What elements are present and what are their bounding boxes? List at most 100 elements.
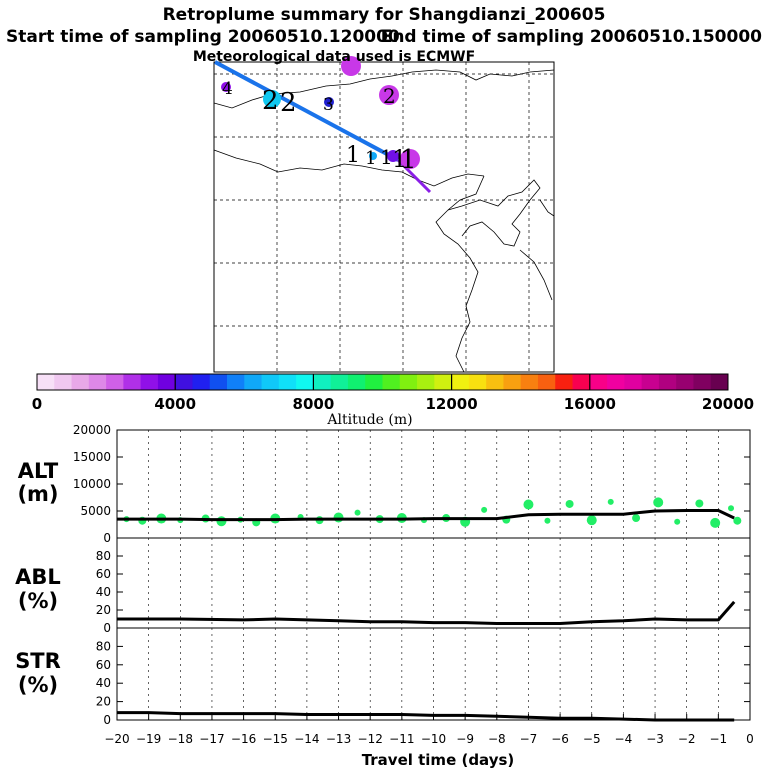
cluster-label: 1 (346, 143, 360, 168)
cluster-label: 1 (380, 145, 393, 169)
colorbar-swatch (572, 374, 591, 390)
colorbar-swatch (641, 374, 660, 390)
colorbar-swatch (451, 374, 470, 390)
colorbar-swatch (296, 374, 314, 390)
met-note: Meteorological data used is ECMWF (193, 49, 475, 65)
colorbar-swatch (313, 374, 332, 390)
y-tick-label: 10000 (73, 477, 111, 491)
colorbar-swatch (468, 374, 487, 390)
x-tick-label: −9 (456, 732, 474, 746)
cluster-label: 2 (383, 84, 396, 108)
colorbar-swatch (140, 374, 159, 390)
colorbar-swatch (589, 374, 608, 390)
cluster-circle (324, 97, 334, 107)
colorbar-swatch (88, 374, 107, 390)
colorbar-swatch (106, 374, 124, 390)
colorbar-swatch (175, 374, 193, 390)
cluster-label: 3 (323, 95, 334, 115)
cluster-label: 2 (280, 88, 297, 118)
cluster-point (733, 516, 742, 525)
x-tick-label: −17 (199, 732, 224, 746)
y-tick-label: 0 (103, 713, 111, 727)
map-panel: 4 2 2 3 2 1 1 1 1 1 Meteorological data … (193, 49, 555, 373)
cluster-point (586, 515, 597, 526)
y-tick-label: 80 (96, 549, 111, 563)
map-frame (213, 61, 555, 373)
colorbar-swatch (417, 374, 435, 390)
colorbar-swatch (555, 374, 573, 390)
cluster-label: 1 (365, 148, 376, 169)
x-tick-label: −6 (551, 732, 569, 746)
y-tick-label: 40 (96, 676, 111, 690)
y-tick-label: 0 (103, 531, 111, 545)
str-label-top: STR (15, 649, 61, 673)
sampling-start: Start time of sampling 20060510.120000 (6, 27, 400, 47)
figure-title: Retroplume summary for Shangdianzi_20060… (163, 5, 606, 25)
x-tick-label: −4 (615, 732, 633, 746)
x-tick-label: −2 (678, 732, 696, 746)
colorbar-swatch (209, 374, 228, 390)
colorbar-swatch (37, 374, 55, 390)
x-tick-label: −8 (488, 732, 506, 746)
cluster-point (544, 517, 551, 524)
colorbar-tick-label: 16000 (564, 395, 616, 413)
x-tick-label: −12 (358, 732, 383, 746)
cluster-label: 1 (400, 145, 417, 175)
str-label-bottom: (%) (18, 673, 58, 697)
colorbar-swatch (658, 374, 677, 390)
map-gridlines (214, 62, 554, 372)
x-tick-label: −13 (326, 732, 351, 746)
colorbar-swatch (261, 374, 280, 390)
colorbar-swatch (365, 374, 383, 390)
alt-label-top: ALT (18, 459, 59, 483)
x-tick-label: 0 (746, 732, 754, 746)
colorbar-swatch (278, 374, 297, 390)
colorbar-swatch (192, 374, 211, 390)
y-tick-label: 15000 (73, 450, 111, 464)
colorbar-swatch (244, 374, 262, 390)
cluster-point (216, 516, 227, 527)
cluster-point (607, 498, 614, 505)
series-line (117, 509, 735, 522)
colorbar-swatch (624, 374, 643, 390)
y-tick-label: 0 (103, 621, 111, 635)
colorbar-swatch (520, 374, 539, 390)
abl-label-top: ABL (15, 565, 61, 589)
colorbar-tick-label: 0 (32, 395, 42, 413)
colorbar-swatch (347, 374, 366, 390)
y-tick-label: 20000 (73, 423, 111, 437)
abl-label-bottom: (%) (18, 589, 58, 613)
cluster-circle (263, 90, 281, 108)
colorbar-swatch (382, 374, 401, 390)
cluster-point (481, 506, 488, 513)
x-tick-label: −7 (520, 732, 538, 746)
abl-panel: 0 20 40 60 80 (96, 537, 751, 635)
cluster-circle (369, 152, 377, 160)
cluster-point (728, 505, 735, 512)
cluster-point (354, 509, 361, 516)
colorbar-swatch (676, 374, 694, 390)
y-tick-label: 20 (96, 603, 111, 617)
y-tick-label: 60 (96, 567, 111, 581)
x-tick-label: −10 (421, 732, 446, 746)
altitude-colorbar: 0 4000 8000 12000 16000 20000 (32, 373, 754, 413)
colorbar-swatch (693, 374, 712, 390)
colorbar-swatch (71, 374, 90, 390)
colorbar-tick-label: 4000 (154, 395, 196, 413)
colorbar-swatch (503, 374, 522, 390)
x-tick-label: −5 (583, 732, 601, 746)
cluster-point (674, 518, 681, 525)
y-tick-label: 60 (96, 658, 111, 672)
y-tick-label: 80 (96, 639, 111, 653)
cluster-circle (379, 85, 399, 105)
sampling-end: End time of sampling 20060510.150000 (381, 27, 762, 47)
colorbar-swatch (710, 374, 729, 390)
colorbar-swatch (434, 374, 452, 390)
plot-frame (116, 537, 751, 629)
x-tick-label: −19 (136, 732, 161, 746)
cluster-circle (400, 149, 420, 169)
cluster-point (710, 517, 721, 528)
x-tick-label: −16 (231, 732, 256, 746)
